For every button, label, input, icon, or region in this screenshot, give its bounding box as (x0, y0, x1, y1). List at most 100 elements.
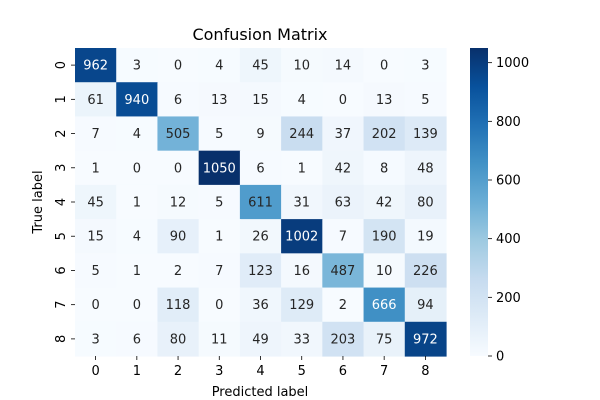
heatmap-cell (281, 48, 323, 83)
cell-value-label: 14 (335, 59, 352, 74)
colorbar-tick-label: 800 (496, 115, 521, 130)
cell-value-label: 1 (91, 161, 99, 176)
heatmap-cell (239, 321, 282, 357)
heatmap-cell (198, 150, 241, 186)
y-tick-label: 3 (54, 164, 69, 172)
heatmap-cell (157, 321, 200, 357)
cell-value-label: 10 (376, 264, 393, 279)
y-tick-label: 6 (54, 266, 69, 274)
cell-value-label: 7 (339, 230, 347, 245)
cell-value-label: 5 (215, 127, 223, 142)
cell-value-label: 1050 (203, 161, 236, 176)
heatmap-cell (281, 321, 323, 357)
cell-value-label: 118 (166, 298, 191, 313)
cell-value-label: 666 (372, 298, 397, 313)
heatmap-cell (363, 150, 406, 186)
heatmap-cell (322, 184, 365, 220)
heatmap-cell (198, 219, 241, 254)
heatmap-cell (198, 82, 241, 118)
heatmap-cell (281, 184, 323, 220)
cell-value-label: 0 (174, 59, 182, 74)
heatmap-cell (239, 116, 282, 152)
heatmap-cell (281, 150, 323, 186)
cell-value-label: 6 (256, 161, 264, 176)
heatmap-cell (281, 253, 323, 289)
heatmap-cell (116, 219, 159, 254)
cell-value-label: 63 (335, 196, 352, 211)
heatmap-cell (404, 321, 447, 357)
heatmap-cell (116, 82, 159, 118)
cell-value-label: 3 (91, 332, 99, 347)
heatmap-cell (198, 48, 241, 83)
cell-value-label: 26 (252, 230, 269, 245)
cell-value-label: 190 (372, 230, 397, 245)
heatmap-cell (239, 219, 282, 254)
heatmap-cell (116, 287, 159, 323)
cell-value-label: 36 (252, 298, 269, 313)
x-tick-label: 6 (339, 364, 347, 379)
x-tick-label: 5 (298, 364, 306, 379)
cell-value-label: 13 (211, 93, 228, 108)
heatmap-cell (322, 48, 365, 83)
cell-value-label: 80 (417, 196, 434, 211)
cell-value-label: 15 (252, 93, 269, 108)
cell-value-label: 48 (417, 161, 434, 176)
cell-value-label: 6 (174, 93, 182, 108)
heatmap-cell (404, 82, 447, 118)
heatmap-cell (239, 150, 282, 186)
cell-value-label: 49 (252, 332, 269, 347)
cell-value-label: 1002 (285, 230, 318, 245)
y-axis: 0 1 2 3 4 5 6 7 8 (54, 61, 75, 343)
heatmap-cell (75, 48, 117, 83)
cell-value-label: 2 (339, 298, 347, 313)
heatmap-cell (198, 287, 241, 323)
heatmap-cell (281, 116, 323, 152)
heatmap-cell (363, 287, 406, 323)
cell-value-label: 962 (83, 59, 108, 74)
heatmap-cell (157, 150, 200, 186)
heatmap-cell (157, 287, 200, 323)
colorbar-tick-label: 200 (496, 291, 521, 306)
cell-value-label: 6 (133, 332, 141, 347)
heatmap-cell (239, 253, 282, 289)
heatmap-cell (322, 287, 365, 323)
heatmap-cell (75, 150, 117, 186)
cell-value-label: 19 (417, 230, 434, 245)
cell-value-label: 244 (289, 127, 314, 142)
cell-value-label: 487 (331, 264, 356, 279)
y-tick-label: 4 (54, 198, 69, 206)
x-tick-label: 8 (421, 364, 429, 379)
heatmap-cell (157, 48, 200, 83)
x-tick-label: 3 (215, 364, 223, 379)
colorbar-tick-label: 0 (496, 350, 504, 365)
cell-value-label: 10 (293, 59, 310, 74)
x-tick-label: 2 (174, 364, 182, 379)
heatmap-cell (198, 116, 241, 152)
colorbar (470, 48, 488, 356)
cell-value-label: 33 (293, 332, 310, 347)
y-tick-label: 2 (54, 129, 69, 137)
cell-value-label: 611 (248, 196, 273, 211)
heatmap-cell (404, 116, 447, 152)
heatmap-cell-labels: 962 3 0 4 45 10 14 0 361 940 6 13 15 4 0 13 57 4 505 5 9 244 3… (83, 59, 438, 348)
x-axis-label: Predicted label (212, 385, 309, 400)
cell-value-label: 16 (293, 264, 310, 279)
heatmap-cell (157, 184, 200, 220)
heatmap-cell (404, 287, 447, 323)
heatmap-cell (116, 253, 159, 289)
heatmap-cell (157, 253, 200, 289)
x-axis: 0 1 2 3 4 5 6 7 8 (91, 356, 430, 379)
heatmap-cell (198, 184, 241, 220)
heatmap-cells (75, 48, 447, 357)
cell-value-label: 1 (215, 230, 223, 245)
heatmap-cell (75, 116, 117, 152)
x-tick-label: 1 (133, 364, 141, 379)
cell-value-label: 37 (335, 127, 352, 142)
cell-value-label: 5 (91, 264, 99, 279)
heatmap-cell (281, 219, 323, 254)
heatmap-cell (322, 150, 365, 186)
cell-value-label: 5 (215, 196, 223, 211)
heatmap-cell (363, 116, 406, 152)
colorbar-tick-label: 400 (496, 232, 521, 247)
heatmap-cell (75, 321, 117, 357)
